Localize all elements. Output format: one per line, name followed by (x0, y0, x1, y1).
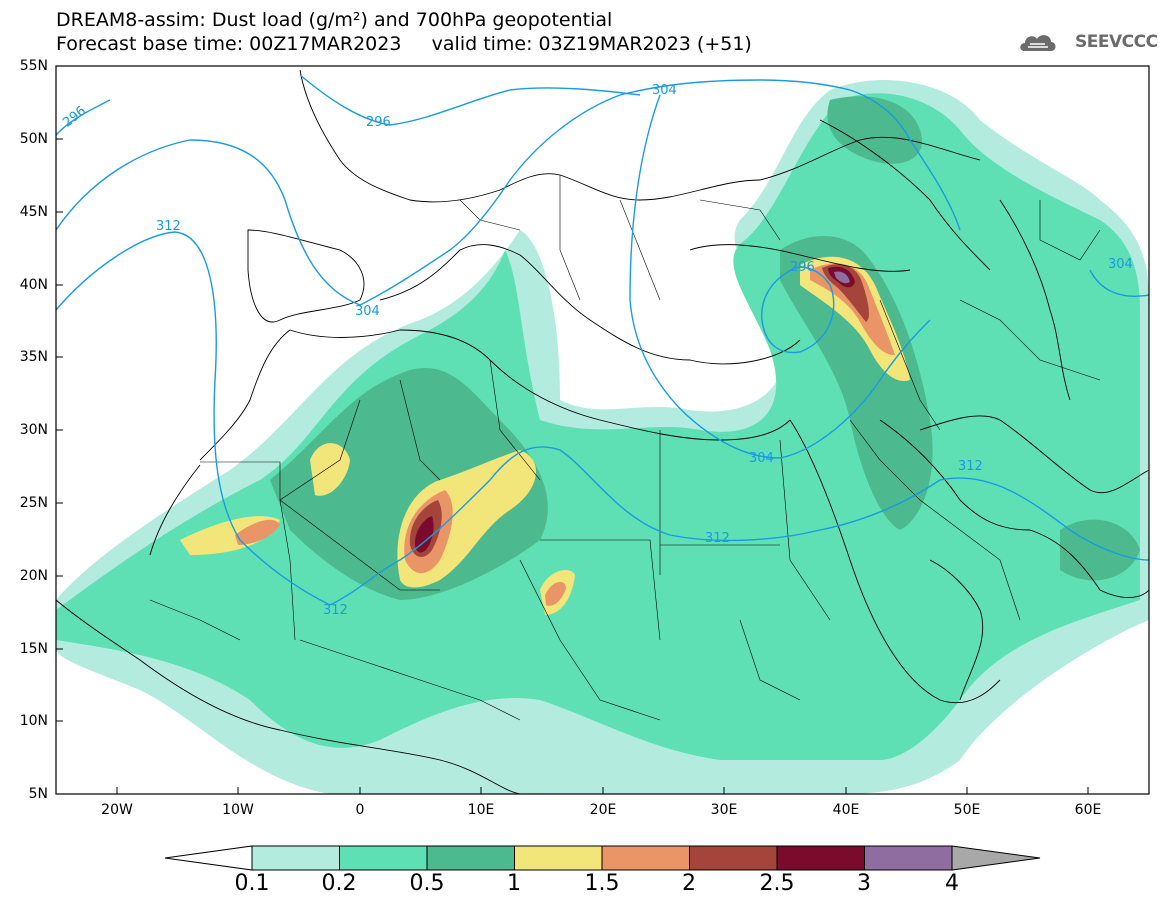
colorbar-label: 2 (682, 871, 696, 896)
lon-label: 50E (953, 802, 981, 818)
lat-label: 55N (19, 58, 48, 74)
lat-label: 45N (19, 204, 48, 220)
country-borders (149, 175, 1101, 721)
lat-label: 10N (19, 713, 48, 729)
lat-label: 15N (19, 641, 48, 657)
colorbar-label: 0.2 (321, 871, 357, 896)
seevccc-logo-text: SEEVCCC (1075, 32, 1158, 52)
lat-label: 35N (19, 349, 48, 365)
lat-label: 30N (19, 422, 48, 438)
lat-label: 25N (19, 495, 48, 511)
colorbar-label: 3 (857, 871, 871, 896)
colorbar-label: 0.5 (409, 871, 445, 896)
lon-label: 30E (710, 802, 738, 818)
dust-shading (56, 80, 1149, 794)
contour-label: 312 (705, 531, 730, 546)
lat-label: 50N (19, 131, 48, 147)
forecast-times: Forecast base time: 00Z17MAR2023 valid t… (56, 33, 752, 55)
lat-label: 20N (19, 568, 48, 584)
lon-label: 10W (222, 802, 254, 818)
lat-label: 40N (19, 277, 48, 293)
colorbar-label: 4 (945, 871, 959, 896)
lon-label: 60E (1074, 802, 1102, 818)
map-title: DREAM8-assim: Dust load (g/m²) and 700hP… (56, 9, 613, 31)
colorbar-label: 1.5 (584, 871, 620, 896)
cloud-logo-icon (1020, 35, 1056, 51)
colorbar-label: 0.1 (234, 871, 270, 896)
geopotential-contours (56, 74, 1149, 606)
lon-label: 0 (355, 802, 365, 818)
contour-label: 312 (156, 219, 181, 234)
contour-label: 304 (749, 451, 774, 466)
lon-label: 20E (589, 802, 617, 818)
lon-label: 40E (832, 802, 860, 818)
contour-label: 312 (323, 603, 348, 618)
contour-label: 304 (652, 83, 677, 98)
colorbar-label: 1 (507, 871, 521, 896)
contour-label: 296 (790, 260, 815, 275)
colorbar-label: 2.5 (759, 871, 795, 896)
lon-label: 20W (101, 802, 133, 818)
contour-label: 296 (366, 115, 391, 130)
axis-ticks (56, 65, 1089, 794)
contour-label: 304 (355, 304, 380, 319)
lat-label: 5N (28, 786, 48, 802)
contour-label: 304 (1108, 257, 1133, 272)
contour-label: 312 (958, 459, 983, 474)
lon-label: 10E (467, 802, 495, 818)
